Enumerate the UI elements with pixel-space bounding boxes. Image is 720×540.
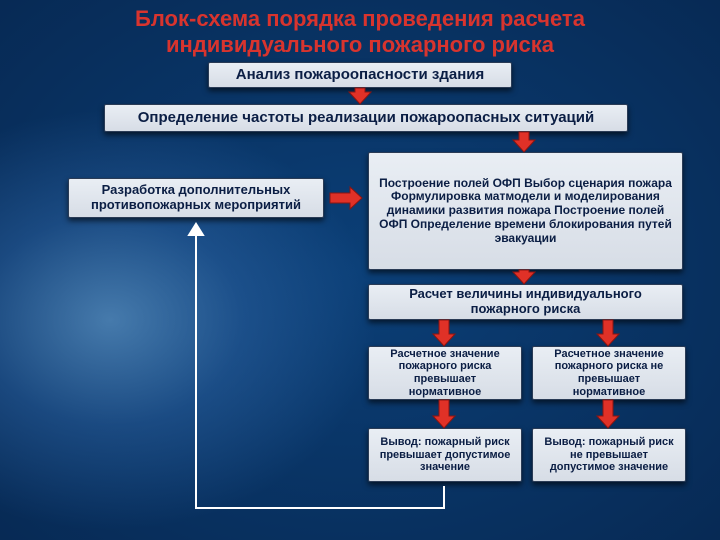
arrow-a4 (513, 270, 535, 284)
node-analysis: Анализ пожароопасности здания (208, 62, 512, 88)
arrow-a2 (513, 132, 535, 152)
arrow-a5 (433, 320, 455, 346)
arrow-a3 (330, 187, 362, 209)
arrow-a7 (433, 400, 455, 428)
node-extra-measures: Разработка дополнительных противопожарны… (68, 178, 324, 218)
node-conclusion-ok: Вывод: пожарный риск не превышает допуст… (532, 428, 686, 482)
title-line-2: индивидуального пожарного риска (0, 32, 720, 58)
node-conclusion-exceeds: Вывод: пожарный риск превышает допустимо… (368, 428, 522, 482)
arrow-a6 (597, 320, 619, 346)
node-ofp: Построение полей ОФП Выбор сценария пожа… (368, 152, 683, 270)
flowchart-stage: Блок-схема порядка проведения расчета ин… (0, 0, 720, 540)
arrow-a1 (349, 88, 371, 104)
node-not-exceeds: Расчетное значение пожарного риска не пр… (532, 346, 686, 400)
feedback-arrowhead (187, 222, 205, 236)
node-risk-calc: Расчет величины индивидуального пожарног… (368, 284, 683, 320)
title-line-1: Блок-схема порядка проведения расчета (0, 6, 720, 32)
arrow-a8 (597, 400, 619, 428)
node-exceeds: Расчетное значение пожарного риска превы… (368, 346, 522, 400)
node-frequency: Определение частоты реализации пожароопа… (104, 104, 628, 132)
